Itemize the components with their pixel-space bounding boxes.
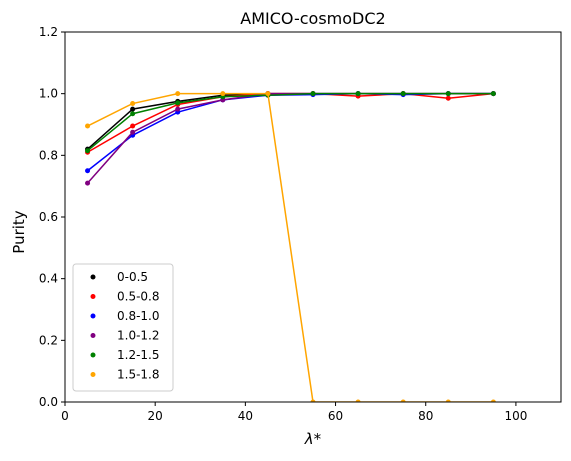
data-point-1.5-1.8-55: [310, 399, 316, 402]
data-point-0-0.5-15: [130, 106, 136, 112]
series-group: [85, 91, 496, 402]
data-point-1.2-1.5-95: [490, 91, 496, 97]
data-point-1.5-1.8-5: [85, 123, 91, 129]
data-point-1.2-1.5-85: [445, 91, 451, 97]
data-point-1.5-1.8-75: [400, 399, 406, 402]
x-axis-label: λ*: [304, 430, 322, 448]
x-tick-label-40: 40: [238, 409, 253, 423]
data-point-1.0-1.2-5: [85, 180, 91, 186]
y-tick-label-0.4: 0.4: [39, 272, 58, 286]
chart-title: AMICO-cosmoDC2: [240, 9, 385, 28]
legend-marker-1.2-1.5: [90, 352, 96, 358]
y-tick-label-0.6: 0.6: [39, 210, 58, 224]
data-point-1.0-1.2-25: [175, 106, 181, 112]
legend-marker-1.0-1.2: [90, 333, 96, 338]
x-tick-label-0: 0: [61, 409, 69, 423]
data-point-1.5-1.8-95: [490, 399, 496, 402]
data-point-0.5-0.8-85: [445, 95, 451, 101]
legend-marker-0.5-0.8: [90, 294, 96, 299]
y-tick-label-0.8: 0.8: [39, 148, 58, 162]
y-tick-label-1.2: 1.2: [39, 25, 58, 39]
series-line-1.5-1.8: [87, 92, 494, 402]
data-point-1.2-1.5-15: [130, 111, 136, 117]
legend-label-0.5-0.8: 0.5-0.8: [117, 290, 160, 304]
series-line-1.2-1.5: [87, 92, 494, 152]
legend-marker-1.5-1.8: [90, 372, 96, 377]
y-tick-label-0.2: 0.2: [39, 333, 58, 347]
legend-label-0-0.5: 0-0.5: [117, 270, 148, 284]
data-point-1.5-1.8-65: [355, 399, 361, 402]
legend-label-1.5-1.8: 1.5-1.8: [117, 368, 160, 382]
y-tick-label-0.0: 0.0: [39, 395, 58, 409]
data-point-1.2-1.5-5: [85, 148, 91, 154]
data-point-1.5-1.8-85: [445, 399, 451, 402]
y-tick-label-1.0: 1.0: [39, 87, 58, 101]
series-line-0-0.5: [87, 92, 494, 150]
plot-area: 0 20 40 60 80 100 0.0 0.2 0.4 0.6 0.8 1.0 1.2: [39, 25, 562, 423]
data-point-1.5-1.8-15: [130, 101, 136, 107]
legend-label-1.2-1.5: 1.2-1.5: [117, 348, 160, 362]
legend-marker-0-0.5: [90, 274, 96, 280]
legend-label-1.0-1.2: 1.0-1.2: [117, 329, 160, 343]
data-point-1.2-1.5-55: [310, 91, 316, 97]
data-point-1.2-1.5-65: [355, 91, 361, 97]
series-line-0.5-0.8: [87, 92, 494, 153]
data-point-1.5-1.8-35: [220, 91, 226, 97]
x-tick-label-80: 80: [418, 409, 433, 423]
data-point-0.5-0.8-15: [130, 123, 136, 129]
legend: 0-0.5 0.5-0.8 0.8-1.0 1.0-1.2 1.2-1.5 1.5-1.8: [72, 263, 174, 392]
y-axis-label: Purity: [10, 210, 28, 254]
data-point-1.2-1.5-25: [175, 100, 181, 106]
data-point-1.0-1.2-15: [130, 129, 136, 135]
legend-label-0.8-1.0: 0.8-1.0: [117, 309, 160, 323]
series-line-0.8-1.0: [87, 92, 494, 172]
data-point-1.2-1.5-75: [400, 91, 406, 97]
x-tick-label-20: 20: [148, 409, 163, 423]
data-point-0.8-1.0-5: [85, 168, 91, 174]
x-tick-label-100: 100: [504, 409, 527, 423]
data-point-1.5-1.8-45: [265, 91, 271, 97]
legend-box: [72, 263, 174, 392]
x-tick-label-60: 60: [328, 409, 343, 423]
legend-marker-0.8-1.0: [90, 313, 96, 319]
data-point-1.5-1.8-25: [175, 91, 181, 97]
